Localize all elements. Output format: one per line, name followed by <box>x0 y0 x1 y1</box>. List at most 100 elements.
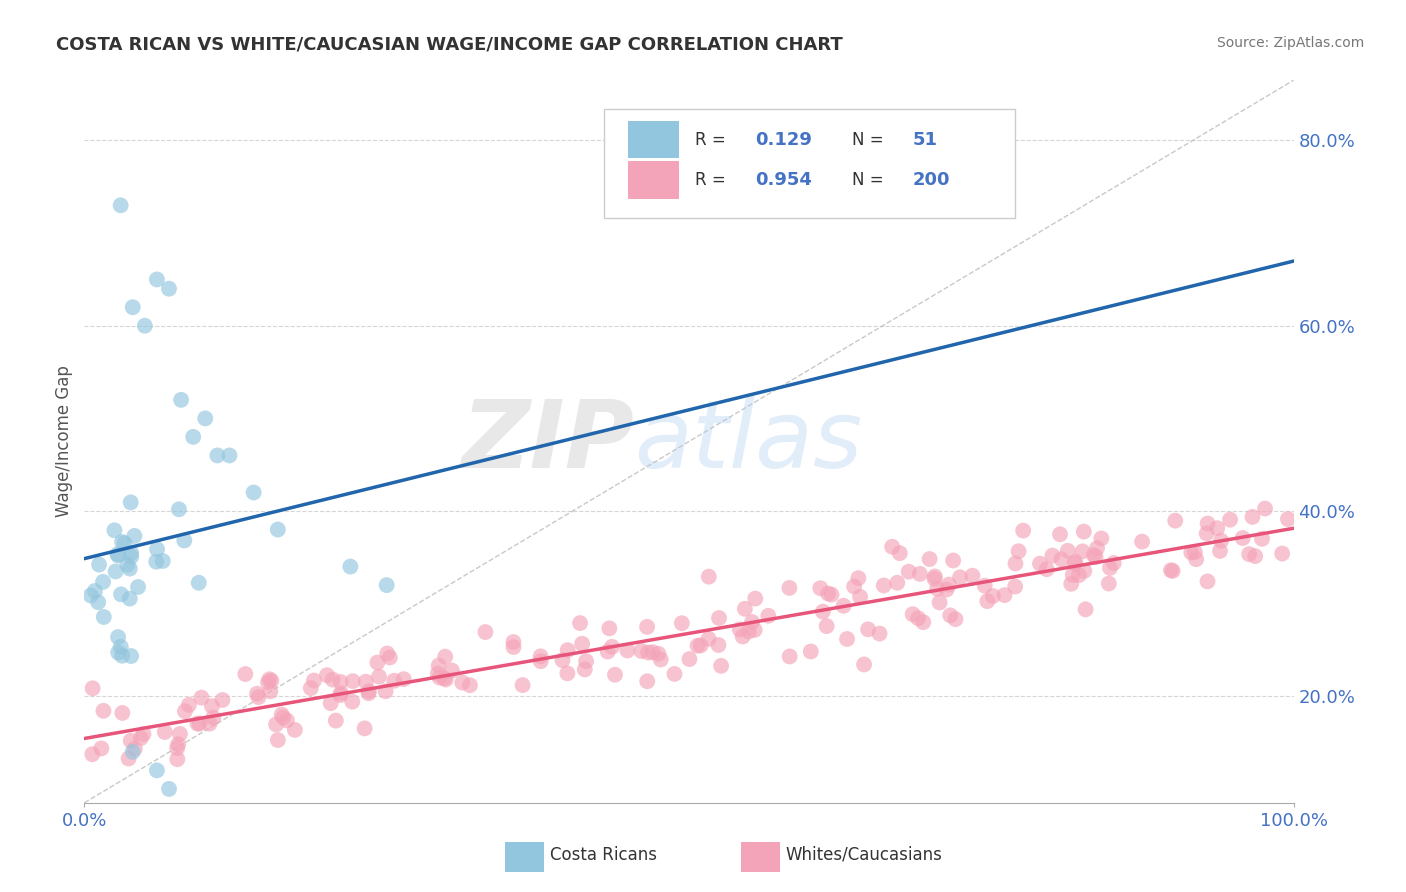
Text: 0.954: 0.954 <box>755 171 813 189</box>
Point <box>357 684 380 698</box>
Point <box>152 554 174 568</box>
Point <box>1042 549 1064 563</box>
Point <box>908 566 931 581</box>
Point <box>1237 547 1260 561</box>
Point <box>93 610 115 624</box>
Point <box>575 654 598 668</box>
Point <box>267 523 290 537</box>
Point <box>84 584 107 599</box>
Text: Whites/Caucasians: Whites/Caucasians <box>786 846 942 863</box>
Point <box>173 533 195 548</box>
Point <box>938 577 960 591</box>
Point <box>849 590 872 604</box>
Point <box>557 643 579 657</box>
Point <box>1244 549 1267 563</box>
Point <box>267 733 290 747</box>
Point <box>146 542 169 557</box>
Point <box>264 717 287 731</box>
Point <box>853 657 876 672</box>
Point <box>110 198 132 212</box>
Point <box>353 722 375 736</box>
Point <box>707 638 730 652</box>
Point <box>103 524 125 538</box>
Point <box>901 607 924 622</box>
Point <box>107 645 129 659</box>
Point <box>650 652 672 666</box>
Point <box>1251 532 1274 546</box>
Point <box>426 666 449 681</box>
Point <box>1185 552 1208 566</box>
Text: R =: R = <box>695 171 731 189</box>
Point <box>146 272 169 286</box>
Point <box>641 645 664 659</box>
Point <box>1271 547 1294 561</box>
Point <box>187 575 209 590</box>
Point <box>928 595 950 609</box>
FancyBboxPatch shape <box>605 109 1015 218</box>
Point <box>1067 568 1090 582</box>
Point <box>80 589 103 603</box>
Point <box>882 540 904 554</box>
Point <box>1197 574 1219 589</box>
Point <box>124 529 146 543</box>
Point <box>257 675 280 690</box>
Point <box>815 619 838 633</box>
Point <box>1049 527 1071 541</box>
Point <box>342 674 364 689</box>
Point <box>111 706 134 720</box>
Point <box>569 616 592 631</box>
Point <box>671 616 693 631</box>
Point <box>636 674 658 689</box>
Point <box>1161 564 1184 578</box>
Point <box>832 599 855 613</box>
Point <box>1098 561 1121 575</box>
Point <box>329 688 352 702</box>
Point <box>1029 557 1052 571</box>
Point <box>927 582 949 596</box>
Point <box>121 745 143 759</box>
Point <box>1071 544 1094 558</box>
Point <box>530 654 553 668</box>
Point <box>374 684 396 698</box>
Point <box>1084 549 1107 564</box>
Point <box>596 644 619 658</box>
Point <box>873 578 896 592</box>
Point <box>117 558 139 572</box>
Point <box>945 612 967 626</box>
Point <box>111 535 134 549</box>
Point <box>107 630 129 644</box>
Point <box>842 580 865 594</box>
Point <box>427 658 450 673</box>
Point <box>697 569 720 583</box>
Point <box>924 569 946 583</box>
Point <box>276 714 298 728</box>
Point <box>392 672 415 686</box>
Point <box>1074 602 1097 616</box>
Point <box>194 411 217 425</box>
Point <box>598 621 620 635</box>
Point <box>1184 545 1206 559</box>
Point <box>170 392 193 407</box>
Text: N =: N = <box>852 171 889 189</box>
Point <box>270 707 292 722</box>
Point <box>120 648 142 663</box>
Point <box>121 300 143 314</box>
Point <box>571 637 593 651</box>
Point <box>259 684 281 698</box>
Point <box>153 725 176 739</box>
Point <box>187 716 209 731</box>
Point <box>689 639 711 653</box>
Point <box>382 673 405 688</box>
Point <box>110 587 132 601</box>
Point <box>378 650 401 665</box>
Point <box>924 572 946 586</box>
Point <box>368 670 391 684</box>
Point <box>734 601 756 615</box>
Point <box>118 561 141 575</box>
Point <box>166 752 188 766</box>
Point <box>1056 544 1078 558</box>
Point <box>835 632 858 646</box>
Point <box>433 671 456 685</box>
Point <box>329 686 352 700</box>
Point <box>728 623 751 637</box>
